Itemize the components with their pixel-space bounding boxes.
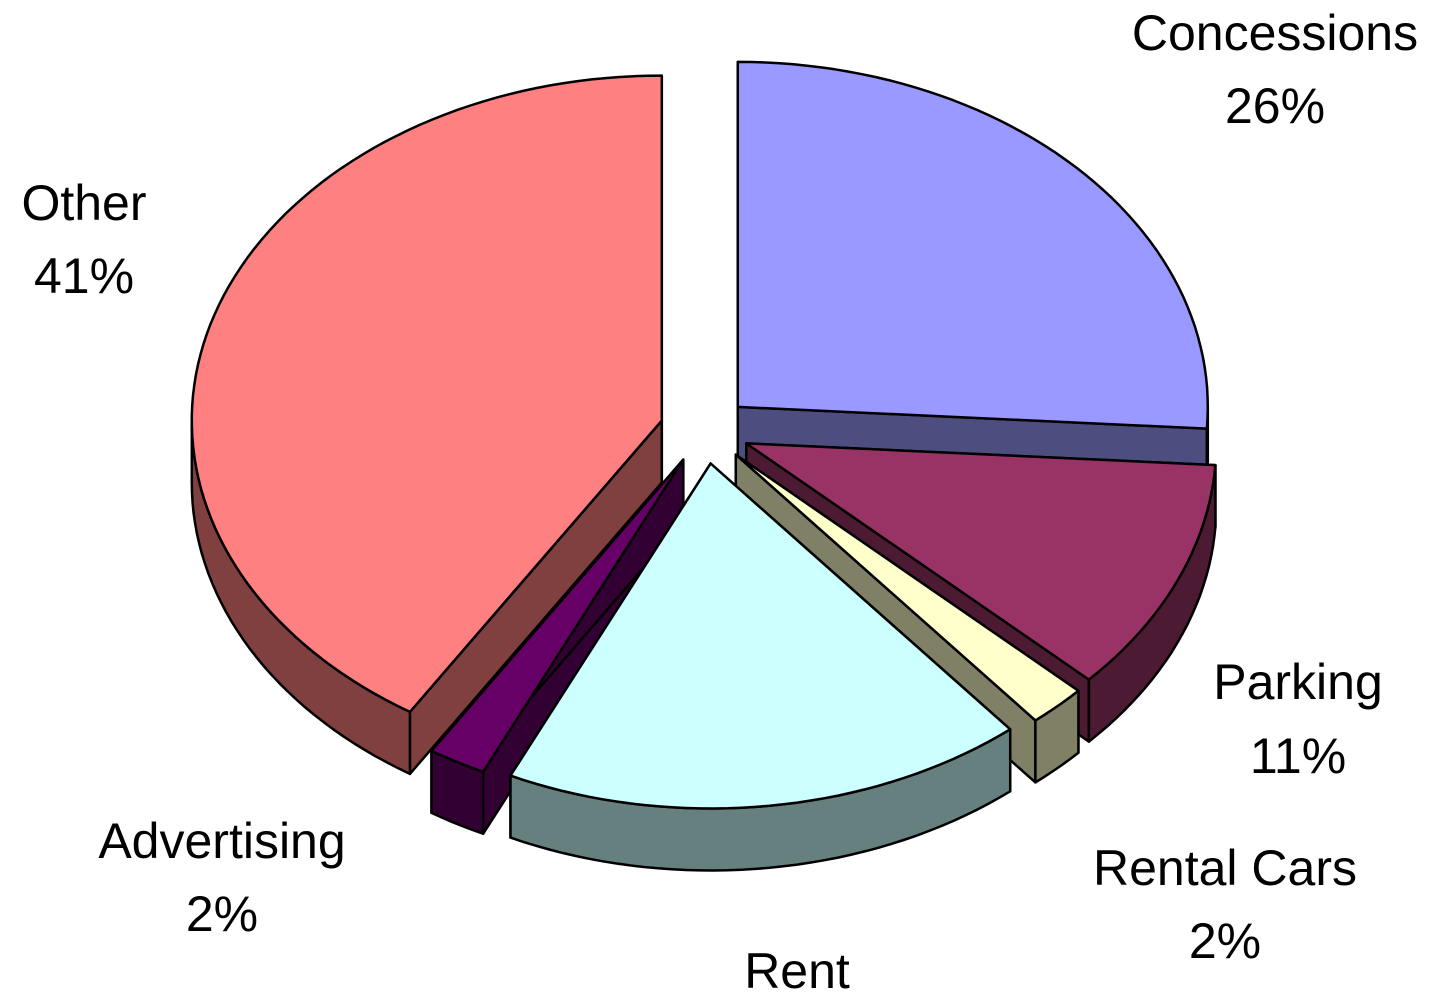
slice-top — [430, 458, 685, 773]
slice-label: Rental Cars — [1093, 840, 1357, 896]
slice-label: Advertising — [98, 813, 345, 869]
slice-label: Other — [21, 175, 146, 231]
slice-top — [190, 74, 664, 714]
slice-top — [509, 462, 1012, 810]
slice-label: Rent — [744, 943, 850, 999]
slice — [430, 458, 685, 835]
slice-value-label: 2% — [1189, 913, 1261, 969]
slice — [190, 74, 664, 776]
slice-top — [745, 442, 1217, 681]
slice — [736, 60, 1210, 492]
slice-label: Concessions — [1132, 5, 1418, 61]
slice-value-label: 26% — [1225, 78, 1325, 134]
slice-label: Parking — [1213, 654, 1383, 710]
slice-value-label: 2% — [186, 886, 258, 942]
slice-value-label: 41% — [34, 248, 134, 304]
slice — [509, 462, 1012, 872]
slice-top — [734, 453, 1080, 722]
slice-value-label: 11% — [1250, 728, 1346, 784]
slice-top — [736, 60, 1210, 430]
